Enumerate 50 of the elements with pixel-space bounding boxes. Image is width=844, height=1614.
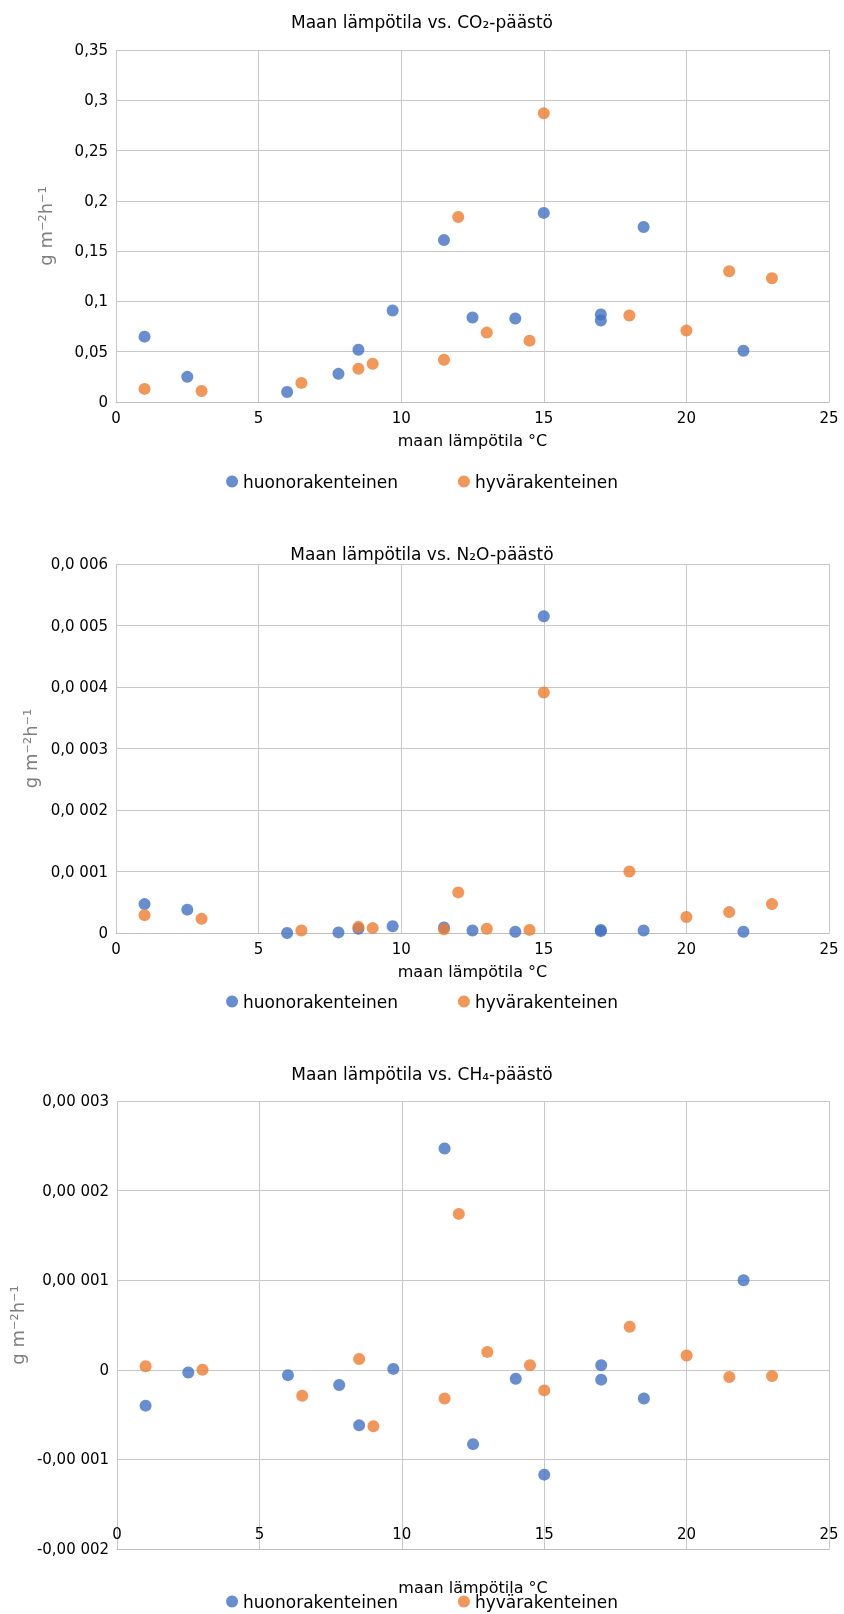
x-tick-label: 5	[253, 408, 264, 427]
x-axis-title: maan lämpötila °C	[397, 961, 548, 981]
chart-title: Maan lämpötila vs. N₂O-päästö	[290, 543, 554, 564]
y-axis-title: g m⁻²h⁻¹	[20, 708, 42, 789]
x-tick-label: 20	[677, 1524, 697, 1543]
legend-label: huonorakenteinen	[243, 991, 398, 1012]
x-tick-label: 15	[534, 939, 554, 958]
x-tick-label: 15	[534, 1524, 554, 1543]
x-tick-label: 10	[391, 408, 411, 427]
x-axis-title: maan lämpötila °C	[397, 430, 548, 450]
legend-label: huonorakenteinen	[243, 471, 398, 492]
x-tick-label: 25	[819, 939, 839, 958]
x-tick-label: 25	[819, 1524, 839, 1543]
y-tick-label: 0,00 001	[42, 1271, 110, 1290]
y-tick-label: 0,0 006	[50, 555, 108, 573]
y-tick-label: -0,00 002	[36, 1540, 110, 1558]
y-tick-label: 0,00 003	[42, 1092, 110, 1110]
x-tick-label: 20	[676, 408, 696, 427]
chart-title: Maan lämpötila vs. CO₂-päästö	[291, 11, 553, 32]
x-tick-label: 0	[112, 1524, 122, 1543]
legend-label: hyvärakenteinen	[474, 991, 618, 1012]
y-tick-label: 0,1	[84, 292, 108, 311]
y-tick-label: 0,15	[74, 242, 108, 261]
y-tick-label: 0,05	[74, 342, 108, 361]
y-tick-label: 0,0 002	[50, 801, 108, 819]
legend-label: hyvärakenteinen	[474, 471, 618, 492]
x-tick-label: 5	[253, 939, 264, 958]
y-tick-label: 0,3	[84, 91, 108, 110]
y-tick-label: 0,25	[74, 141, 108, 160]
y-axis-title: g m⁻²h⁻¹	[34, 186, 56, 266]
y-axis-title: g m⁻²h⁻¹	[6, 1285, 28, 1365]
y-tick-label: 0,0 004	[50, 678, 108, 696]
legend-label: huonorakenteinen	[243, 1591, 398, 1612]
y-tick-label: 0	[98, 393, 108, 411]
x-tick-label: 20	[676, 939, 696, 958]
y-tick-label: 0,2	[84, 191, 108, 210]
x-tick-label: 10	[391, 939, 411, 958]
y-tick-label: -0,00 001	[36, 1450, 110, 1469]
x-tick-label: 5	[254, 1524, 265, 1543]
y-tick-label: 0	[99, 1360, 110, 1379]
x-tick-label: 15	[534, 408, 554, 427]
y-tick-label: 0	[98, 924, 108, 942]
y-tick-label: 0,0 001	[50, 862, 108, 881]
chart-title: Maan lämpötila vs. CH₄-päästö	[291, 1063, 553, 1084]
y-tick-label: 0,00 002	[42, 1181, 110, 1200]
y-tick-label: 0,0 005	[50, 616, 108, 635]
x-tick-label: 10	[392, 1524, 412, 1543]
x-tick-label: 25	[819, 408, 839, 427]
y-tick-label: 0,0 003	[50, 739, 108, 758]
y-tick-label: 0,35	[74, 41, 108, 59]
